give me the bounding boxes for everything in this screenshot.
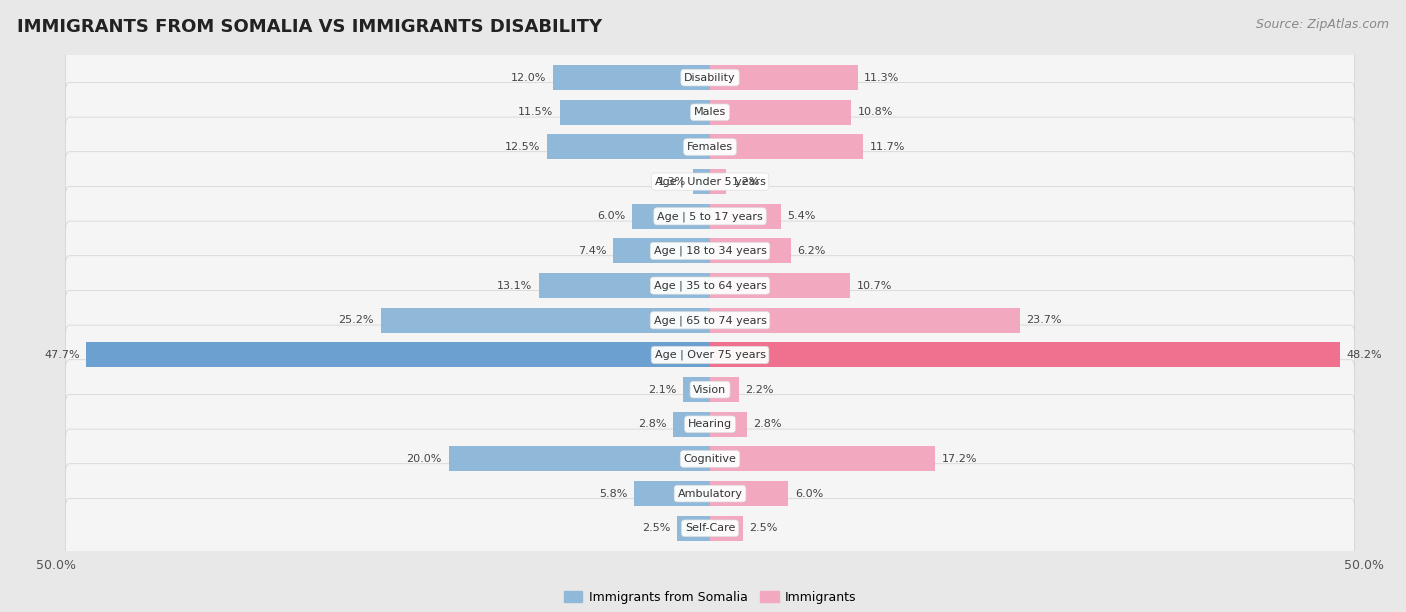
FancyBboxPatch shape [66,152,1354,212]
Text: 2.5%: 2.5% [643,523,671,533]
Bar [547,135,710,159]
Text: 2.1%: 2.1% [648,384,676,395]
Text: 2.8%: 2.8% [638,419,666,429]
FancyBboxPatch shape [66,498,1354,558]
Bar [710,343,1340,367]
Bar [710,100,851,125]
Bar [710,481,789,506]
Text: 23.7%: 23.7% [1026,315,1062,325]
Bar [560,100,710,125]
Text: Source: ZipAtlas.com: Source: ZipAtlas.com [1256,18,1389,31]
FancyBboxPatch shape [66,256,1354,315]
Legend: Immigrants from Somalia, Immigrants: Immigrants from Somalia, Immigrants [558,586,862,609]
Text: 10.8%: 10.8% [858,107,893,118]
FancyBboxPatch shape [66,83,1354,142]
Text: 48.2%: 48.2% [1347,350,1382,360]
Text: Age | 65 to 74 years: Age | 65 to 74 years [654,315,766,326]
FancyBboxPatch shape [66,221,1354,281]
Bar [553,65,710,90]
Text: 7.4%: 7.4% [578,246,607,256]
FancyBboxPatch shape [66,360,1354,419]
Text: Ambulatory: Ambulatory [678,488,742,499]
Bar [86,343,710,367]
FancyBboxPatch shape [66,429,1354,489]
FancyBboxPatch shape [66,48,1354,108]
Text: 1.2%: 1.2% [733,177,761,187]
Text: 25.2%: 25.2% [339,315,374,325]
Bar [449,447,710,471]
Text: Disability: Disability [685,73,735,83]
Bar [682,377,710,402]
Text: 6.0%: 6.0% [596,211,626,222]
Bar [710,273,851,298]
Bar [710,65,858,90]
FancyBboxPatch shape [66,187,1354,246]
Bar [710,516,742,541]
Text: Males: Males [695,107,725,118]
Text: IMMIGRANTS FROM SOMALIA VS IMMIGRANTS DISABILITY: IMMIGRANTS FROM SOMALIA VS IMMIGRANTS DI… [17,18,602,36]
FancyBboxPatch shape [66,291,1354,350]
Text: 5.4%: 5.4% [787,211,815,222]
Bar [673,412,710,437]
Text: 6.2%: 6.2% [797,246,825,256]
Text: 2.2%: 2.2% [745,384,773,395]
Bar [710,135,863,159]
Bar [678,516,710,541]
Text: Age | 18 to 34 years: Age | 18 to 34 years [654,245,766,256]
Text: 11.5%: 11.5% [517,107,553,118]
Text: 11.3%: 11.3% [865,73,900,83]
Text: 12.0%: 12.0% [512,73,547,83]
Text: Females: Females [688,142,733,152]
Text: 13.1%: 13.1% [496,281,533,291]
Text: 20.0%: 20.0% [406,454,441,464]
Text: 12.5%: 12.5% [505,142,540,152]
Text: 47.7%: 47.7% [44,350,80,360]
Text: Cognitive: Cognitive [683,454,737,464]
Bar [710,169,725,194]
FancyBboxPatch shape [66,464,1354,523]
Text: 10.7%: 10.7% [856,281,891,291]
Bar [710,308,1019,333]
Bar [538,273,710,298]
Text: Age | 5 to 17 years: Age | 5 to 17 years [657,211,763,222]
Bar [381,308,710,333]
Bar [710,239,792,263]
FancyBboxPatch shape [66,394,1354,454]
Bar [710,377,738,402]
Bar [710,447,935,471]
Text: Self-Care: Self-Care [685,523,735,533]
Bar [710,412,747,437]
Text: 2.5%: 2.5% [749,523,778,533]
Text: Hearing: Hearing [688,419,733,429]
Text: 17.2%: 17.2% [942,454,977,464]
Text: Age | 35 to 64 years: Age | 35 to 64 years [654,280,766,291]
Text: 1.3%: 1.3% [658,177,686,187]
Text: 5.8%: 5.8% [599,488,627,499]
Text: Age | Under 5 years: Age | Under 5 years [655,176,765,187]
Text: 11.7%: 11.7% [869,142,905,152]
Text: 6.0%: 6.0% [794,488,824,499]
Bar [710,204,780,229]
Text: Vision: Vision [693,384,727,395]
Bar [631,204,710,229]
Bar [634,481,710,506]
FancyBboxPatch shape [66,117,1354,177]
Text: 2.8%: 2.8% [754,419,782,429]
FancyBboxPatch shape [66,325,1354,385]
Text: Age | Over 75 years: Age | Over 75 years [655,349,765,360]
Bar [693,169,710,194]
Bar [613,239,710,263]
